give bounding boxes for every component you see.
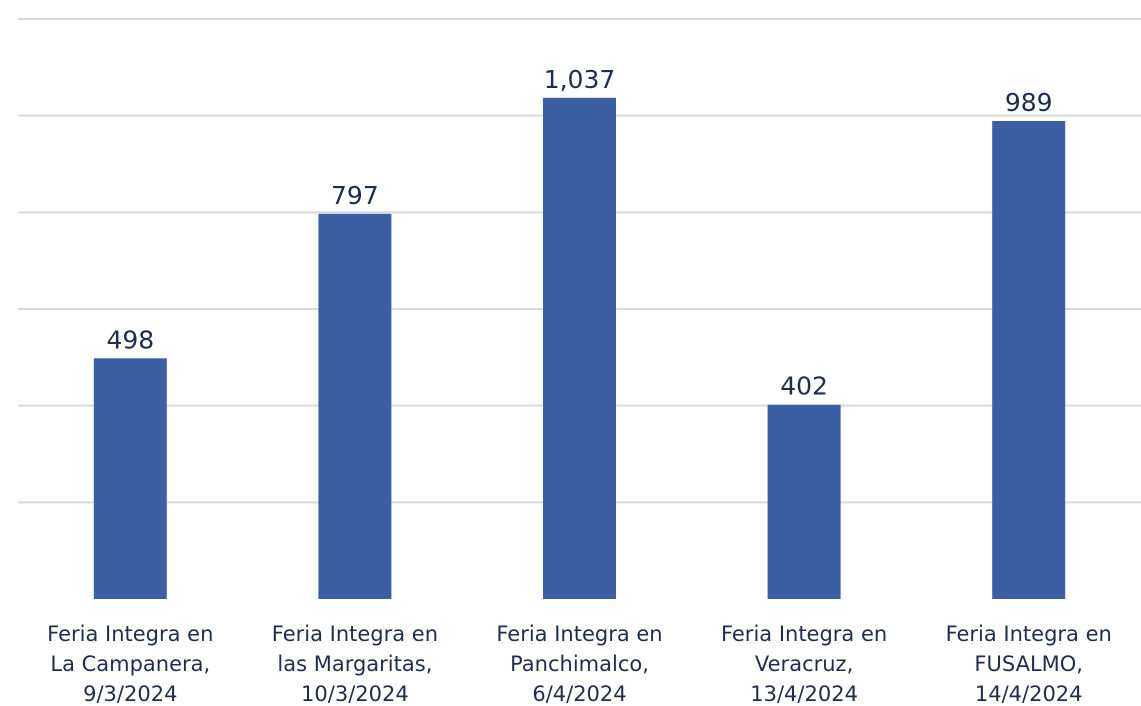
bar (93, 358, 167, 599)
value-label: 797 (331, 181, 379, 210)
x-tick-label: Feria Integra en La Campanera, 9/3/2024 (47, 622, 213, 706)
value-label: 1,037 (544, 65, 616, 94)
x-tick-label: Feria Integra en las Margaritas, 10/3/2024 (272, 622, 438, 706)
bar (318, 213, 392, 600)
value-label: 498 (106, 325, 154, 354)
value-label: 402 (780, 372, 828, 401)
value-label: 989 (1005, 88, 1053, 117)
x-tick-label: Feria Integra en Panchimalco, 6/4/2024 (496, 622, 662, 706)
bar (767, 404, 841, 599)
x-tick-label: Feria Integra en FUSALMO, 14/4/2024 (946, 622, 1112, 706)
x-tick-label: Feria Integra en Veracruz, 13/4/2024 (721, 622, 887, 706)
bar (543, 97, 616, 600)
bar (992, 120, 1066, 599)
